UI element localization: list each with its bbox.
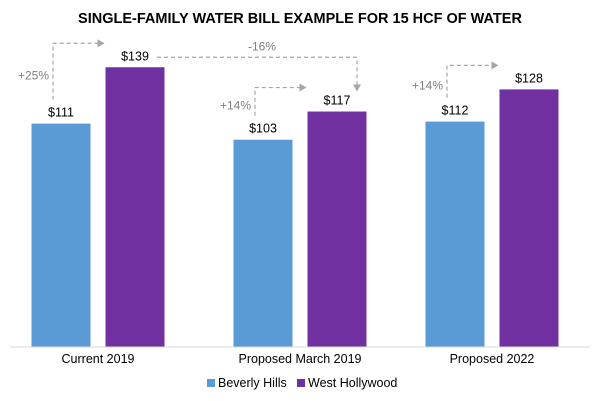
annotation-arrowhead <box>97 39 105 48</box>
bar-west-hollywood-current-2019 <box>105 67 165 347</box>
annotation-connector-3 <box>157 56 358 85</box>
annotation-label-1: +14% <box>220 99 251 113</box>
bar-west-hollywood-proposed-march-2019 <box>307 111 367 347</box>
annotation-arrowhead <box>353 84 361 92</box>
category-label-current-2019: Current 2019 <box>62 352 135 366</box>
value-label-west-hollywood-current-2019: $139 <box>121 49 149 63</box>
category-label-proposed-march-2019: Proposed March 2019 <box>239 352 362 366</box>
annotation-arrowhead <box>491 61 499 70</box>
annotation-label-0: +25% <box>18 68 49 82</box>
bars-layer: $111 $103 $112 $139 $117 $128 <box>31 49 559 348</box>
bar-beverly-hills-proposed-march-2019 <box>233 139 293 347</box>
annotation-arrowhead <box>299 83 307 92</box>
value-label-beverly-hills-proposed-2022: $112 <box>442 104 469 118</box>
bar-beverly-hills-proposed-2022 <box>425 121 485 347</box>
legend-swatch-west-hollywood <box>297 379 305 387</box>
annotation-label-2: +14% <box>412 79 443 93</box>
legend: Beverly Hills West Hollywood <box>207 376 397 390</box>
legend-label-beverly-hills: Beverly Hills <box>218 376 287 390</box>
annotation-connector-0 <box>52 42 98 100</box>
annotations-layer: +25% +14% +14% -16% <box>18 39 499 116</box>
annotation-label-3: -16% <box>248 39 276 53</box>
bar-west-hollywood-proposed-2022 <box>499 89 559 348</box>
value-label-beverly-hills-proposed-march-2019: $103 <box>249 122 277 136</box>
value-label-beverly-hills-current-2019: $111 <box>48 106 74 120</box>
value-label-west-hollywood-proposed-2022: $128 <box>515 71 543 85</box>
legend-label-west-hollywood: West Hollywood <box>308 376 397 390</box>
value-label-west-hollywood-proposed-march-2019: $117 <box>324 94 351 108</box>
category-label-proposed-2022: Proposed 2022 <box>450 352 535 366</box>
annotation-connector-2 <box>446 64 492 98</box>
legend-swatch-beverly-hills <box>207 379 215 387</box>
bar-beverly-hills-current-2019 <box>31 123 91 347</box>
annotation-connector-1 <box>254 86 300 116</box>
chart-title: SINGLE-FAMILY WATER BILL EXAMPLE FOR 15 … <box>78 11 522 27</box>
